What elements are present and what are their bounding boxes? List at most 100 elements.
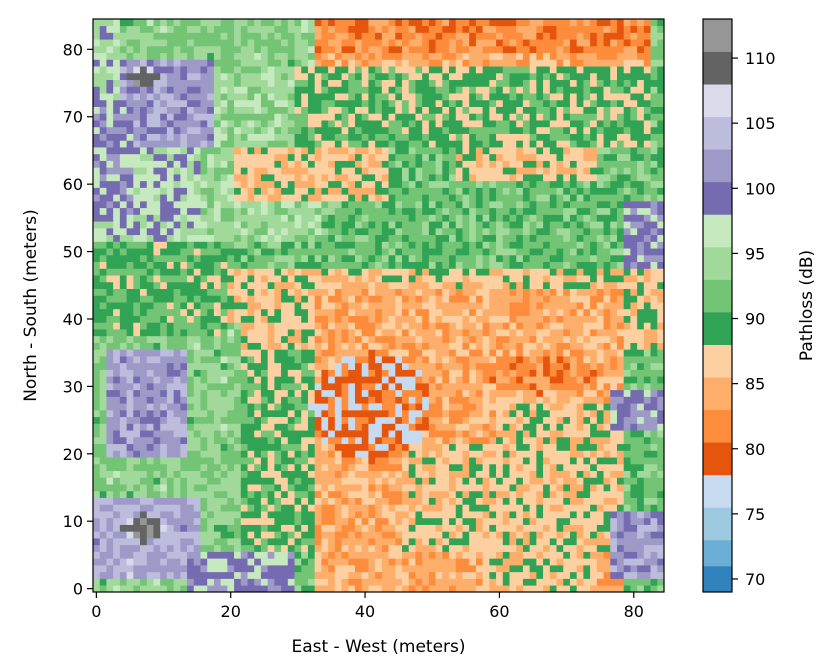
heatmap-cell: [563, 383, 571, 391]
heatmap-cell: [160, 436, 168, 445]
heatmap-cell: [368, 275, 376, 283]
heatmap-cell: [166, 369, 174, 377]
heatmap-cell: [395, 538, 403, 546]
heatmap-cell: [590, 329, 598, 337]
heatmap-cell: [462, 308, 470, 316]
heatmap-cell: [227, 356, 235, 364]
heatmap-cell: [166, 376, 174, 384]
heatmap-cell: [650, 524, 658, 532]
heatmap-cell: [187, 315, 195, 323]
heatmap-cell: [294, 201, 302, 209]
heatmap-cell: [160, 504, 168, 512]
heatmap-cell: [563, 531, 571, 539]
heatmap-cell: [650, 457, 658, 465]
heatmap-cell: [119, 376, 127, 384]
heatmap-cell: [166, 275, 174, 283]
heatmap-cell: [180, 558, 188, 566]
heatmap-cell: [247, 531, 255, 539]
heatmap-cell: [630, 389, 638, 397]
heatmap-cell: [200, 214, 208, 222]
heatmap-cell: [583, 268, 591, 276]
heatmap-cell: [240, 538, 248, 546]
heatmap-cell: [140, 409, 148, 418]
heatmap-cell: [146, 207, 154, 215]
heatmap-cell: [146, 565, 154, 573]
heatmap-cell: [187, 450, 195, 458]
heatmap-cell: [402, 497, 410, 505]
heatmap-cell: [153, 457, 161, 465]
heatmap-cell: [240, 484, 248, 492]
heatmap-cell: [630, 531, 638, 539]
heatmap-cell: [113, 490, 121, 498]
heatmap-cell: [623, 396, 631, 404]
heatmap-cell: [556, 571, 564, 579]
heatmap-cell: [516, 558, 524, 566]
heatmap-cell: [254, 423, 262, 431]
heatmap-cell: [623, 248, 631, 256]
heatmap-cell: [301, 504, 309, 512]
heatmap-cell: [496, 322, 504, 330]
heatmap-cell: [294, 302, 302, 310]
heatmap-cell: [596, 504, 604, 512]
heatmap-cell: [260, 335, 269, 343]
heatmap-cell: [522, 383, 530, 391]
heatmap-cell: [287, 376, 295, 384]
heatmap-cell: [442, 430, 450, 438]
heatmap-cell: [247, 504, 255, 512]
heatmap-cell: [650, 322, 658, 330]
heatmap-cell: [240, 383, 248, 391]
heatmap-cell: [294, 376, 302, 384]
heatmap-cell: [173, 403, 181, 411]
heatmap-cell: [422, 389, 430, 397]
heatmap-cell: [247, 376, 255, 384]
heatmap-cell: [610, 356, 618, 364]
heatmap-cell: [549, 248, 557, 256]
heatmap-cell: [536, 254, 544, 263]
heatmap-cell: [227, 275, 235, 283]
heatmap-cell: [119, 538, 127, 546]
heatmap-cell: [475, 241, 483, 249]
heatmap-cell: [341, 308, 349, 316]
heatmap-cell: [153, 578, 161, 586]
heatmap-cell: [274, 281, 282, 289]
heatmap-cell: [623, 578, 631, 586]
heatmap-cell: [395, 571, 403, 579]
heatmap-cell: [307, 430, 316, 438]
heatmap-cell: [549, 463, 557, 472]
heatmap-cell: [240, 403, 248, 411]
heatmap-cell: [287, 544, 295, 552]
heatmap-cell: [260, 436, 269, 445]
heatmap-cell: [361, 248, 369, 256]
heatmap-cell: [455, 201, 463, 209]
heatmap-cell: [583, 538, 591, 546]
heatmap-cell: [610, 261, 618, 269]
heatmap-cell: [536, 571, 544, 579]
heatmap-cell: [610, 342, 618, 350]
heatmap-cell: [489, 436, 497, 445]
heatmap-cell: [354, 281, 363, 289]
heatmap-cell: [489, 214, 497, 222]
heatmap-cell: [522, 450, 530, 458]
heatmap-cell: [388, 551, 396, 559]
heatmap-cell: [153, 585, 161, 593]
heatmap-cell: [213, 268, 221, 276]
heatmap-cell: [375, 443, 383, 451]
heatmap-cell: [281, 389, 289, 397]
heatmap-cell: [193, 403, 201, 411]
heatmap-cell: [254, 484, 262, 492]
heatmap-cell: [395, 356, 403, 364]
heatmap-cell: [415, 248, 423, 256]
heatmap-cell: [119, 308, 127, 316]
heatmap-cell: [616, 315, 625, 323]
heatmap-cell: [247, 315, 255, 323]
heatmap-cell: [489, 531, 497, 539]
heatmap-cell: [93, 443, 101, 451]
heatmap-cell: [603, 207, 611, 215]
heatmap-cell: [489, 443, 497, 451]
heatmap-cell: [140, 504, 148, 512]
heatmap-cell: [569, 470, 578, 478]
heatmap-cell: [455, 275, 463, 283]
heatmap-cell: [227, 423, 235, 431]
heatmap-cell: [140, 207, 148, 215]
heatmap-cell: [422, 362, 430, 370]
